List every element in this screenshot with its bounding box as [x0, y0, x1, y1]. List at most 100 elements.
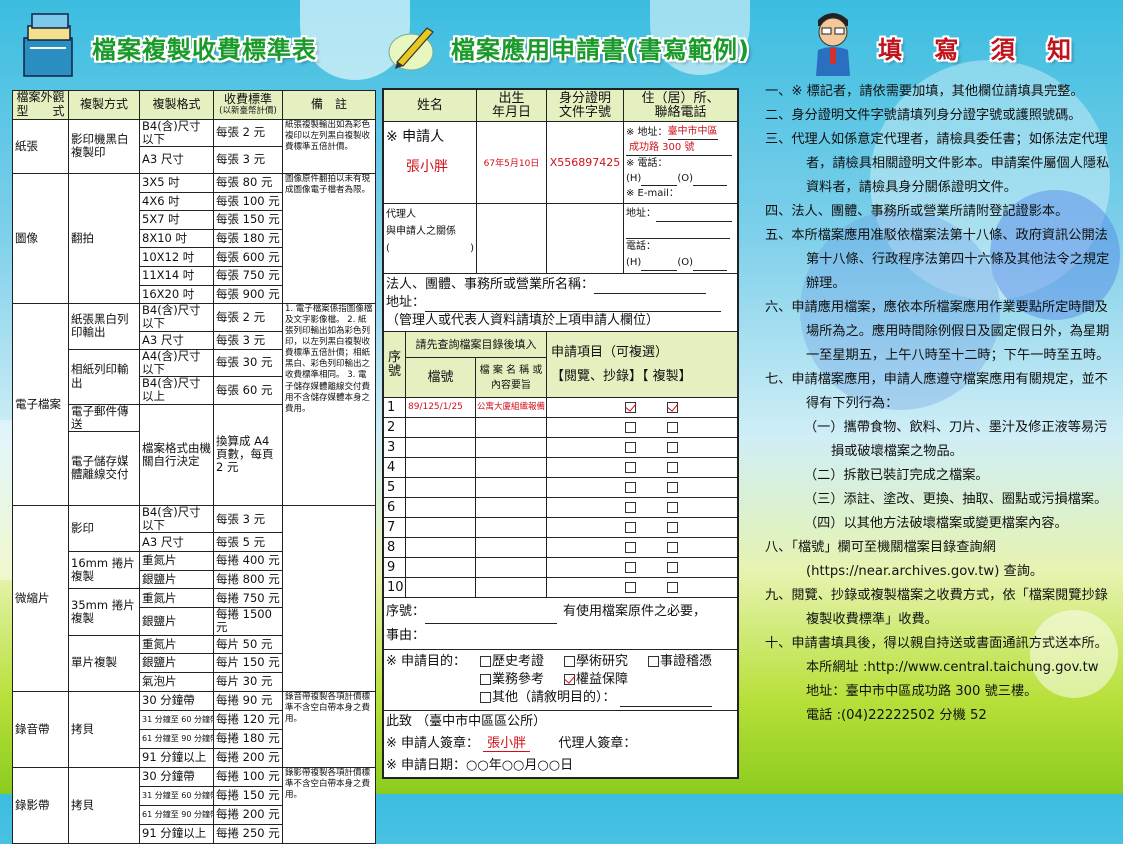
fee-table-row: 錄音帶 拷貝 30 分鐘帶 每捲 90 元錄音帶複製各項計價標準不含空白帶本身之費用。 [12, 690, 376, 768]
fee-table-row: 微縮片 影印 B4(含)尺寸以下 每張 3 元 [12, 504, 376, 692]
checkbox-read-transcribe[interactable] [625, 462, 636, 473]
instruction-item: 六、申請應用檔案，應依本所檔案應用作業要點所定時間及場所為之。應用時間除例假日及… [765, 300, 1110, 363]
item-seq: 1 [384, 398, 406, 418]
header-name: 姓名 [384, 90, 477, 122]
checkbox-copy[interactable] [667, 422, 678, 433]
checkbox-read-transcribe[interactable] [625, 582, 636, 593]
item-apply-checkboxes[interactable] [547, 478, 737, 498]
checkbox-read-transcribe[interactable] [625, 442, 636, 453]
checkbox-icon[interactable] [564, 674, 575, 685]
checkbox-copy[interactable] [667, 462, 678, 473]
header-format: 複製格式 [139, 90, 214, 120]
instruction-item: 五、本所檔案應用准駁依檔案法第十八條、政府資訊公開法第十八條、行政程序法第四十六… [765, 228, 1110, 291]
applicant-id[interactable]: X556897425 [547, 122, 624, 204]
agent-sign-label: 代理人簽章： [558, 736, 637, 751]
item-seq: 7 [384, 518, 406, 538]
item-apply-checkboxes[interactable] [547, 418, 737, 438]
checkbox-copy[interactable] [667, 482, 678, 493]
checkbox-copy[interactable] [667, 562, 678, 573]
item-file-name [476, 438, 547, 458]
fee-table-cell: B4(含)尺寸以下 [139, 118, 214, 148]
item-apply-checkboxes[interactable] [547, 498, 737, 518]
instruction-item: 地址：臺中市中區成功路 300 號三樓。 [806, 684, 1038, 699]
purpose-option[interactable]: 權益保障 [564, 671, 684, 689]
agent-phone-h: (H) [626, 257, 642, 268]
checkbox-read-transcribe[interactable] [625, 402, 636, 413]
checkbox-read-transcribe[interactable] [625, 502, 636, 513]
fee-table-cell: 影印 [68, 504, 140, 553]
item-file-name [476, 518, 547, 538]
purpose-option-label: 歷史考證 [492, 654, 545, 669]
checkbox-copy[interactable] [667, 522, 678, 533]
item-apply-checkboxes[interactable] [547, 538, 737, 558]
checkbox-icon[interactable] [480, 692, 491, 703]
agent-contact[interactable]: 地址： 電話： (H) (O) [624, 204, 737, 274]
agent-birth[interactable] [477, 204, 547, 274]
fee-table-row: 電子郵件傳送 檔案格式由機關自行決定 換算成 A4 頁數，每頁 2 元 [13, 403, 376, 506]
fee-table-cell: 電子檔案 [12, 303, 69, 506]
checkbox-copy[interactable] [667, 442, 678, 453]
instruction-item: 八、「檔號」欄可至機關檔案目錄查詢網 (https://near.archive… [765, 540, 1044, 579]
fee-table-row: 圖像 翻拍 3X5 吋每張 80 元圖像原件翻拍以未有現成圖像電子檔者為限。 [12, 173, 376, 305]
purpose-options: 歷史考證 學術研究 事證稽憑業務參考 權益保障 其他（請敘明目的）： [480, 653, 735, 707]
checkbox-icon[interactable] [648, 656, 659, 667]
header-file-no: 檔號 [406, 358, 476, 398]
checkbox-icon[interactable] [480, 674, 491, 685]
checkbox-copy[interactable] [667, 502, 678, 513]
applicant-contact[interactable]: ※ 地址：臺中市中區 成功路 300 號 ※ 電話： (H) (O) ※ E-ma… [624, 122, 737, 204]
fee-table-cell: 每張 100 元 [213, 191, 283, 212]
checkbox-read-transcribe[interactable] [625, 522, 636, 533]
item-apply-checkboxes[interactable] [547, 458, 737, 478]
checkbox-copy[interactable] [667, 402, 678, 413]
item-file-no [406, 458, 476, 478]
fee-table-cell: 91 分鐘以上 [139, 823, 214, 844]
item-seq: 2 [384, 418, 406, 438]
fee-table-cell: 微縮片 [12, 504, 69, 692]
checkbox-copy[interactable] [667, 542, 678, 553]
applicant-signature[interactable]: 張小胖 [483, 736, 531, 752]
fee-table-cell: 每張 60 元 [213, 376, 283, 405]
purpose-option-label: 其他（請敘明目的）： [492, 690, 616, 705]
paren-close: ) [470, 243, 474, 254]
fee-table-cell: 重氮片 [139, 551, 214, 571]
item-apply-checkboxes[interactable] [547, 398, 737, 418]
item-seq: 5 [384, 478, 406, 498]
checkbox-read-transcribe[interactable] [625, 422, 636, 433]
checkbox-read-transcribe[interactable] [625, 482, 636, 493]
item-apply-checkboxes[interactable] [547, 518, 737, 538]
item-file-no [406, 518, 476, 538]
original-use-section[interactable]: 序號： 有使用檔案原件之必要， 事由： [384, 598, 737, 650]
fee-table-cell: 每張 150 元 [213, 210, 283, 230]
checkbox-read-transcribe[interactable] [625, 542, 636, 553]
checkbox-icon[interactable] [480, 656, 491, 667]
checkbox-copy[interactable] [667, 582, 678, 593]
purpose-label: ※ 申請目的： [386, 654, 467, 669]
purpose-option[interactable]: 歷史考證 [480, 653, 564, 671]
fee-table-cell [282, 504, 376, 692]
item-file-name [476, 478, 547, 498]
applicant-birth[interactable]: 67年5月10日 [477, 122, 547, 204]
purpose-option[interactable]: 學術研究 [564, 653, 648, 671]
item-apply-checkboxes[interactable] [547, 558, 737, 578]
item-apply-checkboxes[interactable] [547, 578, 737, 598]
item-apply-checkboxes[interactable] [547, 438, 737, 458]
fee-table-cell: B4(含)尺寸以上 [139, 376, 214, 405]
instruction-item: 七、申請檔案應用，申請人應遵守檔案應用有關規定，並不得有下列行為： [765, 372, 1108, 411]
agent-id[interactable] [547, 204, 624, 274]
fee-table-cell: 每捲 200 元 [213, 804, 283, 825]
fee-table-cell: 錄音帶 [12, 690, 69, 768]
fee-table-cell: 61 分鐘至 90 分鐘帶 [139, 728, 214, 749]
apply-items-label: 申請項目（可複選） [551, 344, 669, 360]
fee-table-cell: 紙張 [12, 118, 69, 175]
applicant-name-cell[interactable]: ※ 申請人 張小胖 [384, 122, 477, 204]
corporate-section[interactable]: 法人、團體、事務所或營業所名稱： 地址： （管理人或代表人資料請填於上項申請人欄… [384, 274, 737, 332]
header-apply-items: 申請項目（可複選） 【閱覽、抄錄】【 複製】 [547, 332, 737, 398]
checkbox-icon[interactable] [564, 656, 575, 667]
agent-cell[interactable]: 代理人 與申請人之關係 () [384, 204, 477, 274]
purpose-option[interactable]: 其他（請敘明目的）： [480, 689, 735, 707]
purpose-option[interactable]: 事證稽憑 [648, 653, 728, 671]
checkbox-read-transcribe[interactable] [625, 562, 636, 573]
purpose-option[interactable]: 業務參考 [480, 671, 564, 689]
corporate-name-label: 法人、團體、事務所或營業所名稱： [386, 277, 595, 292]
applicant-address-2: 成功路 300 號 [626, 140, 732, 156]
